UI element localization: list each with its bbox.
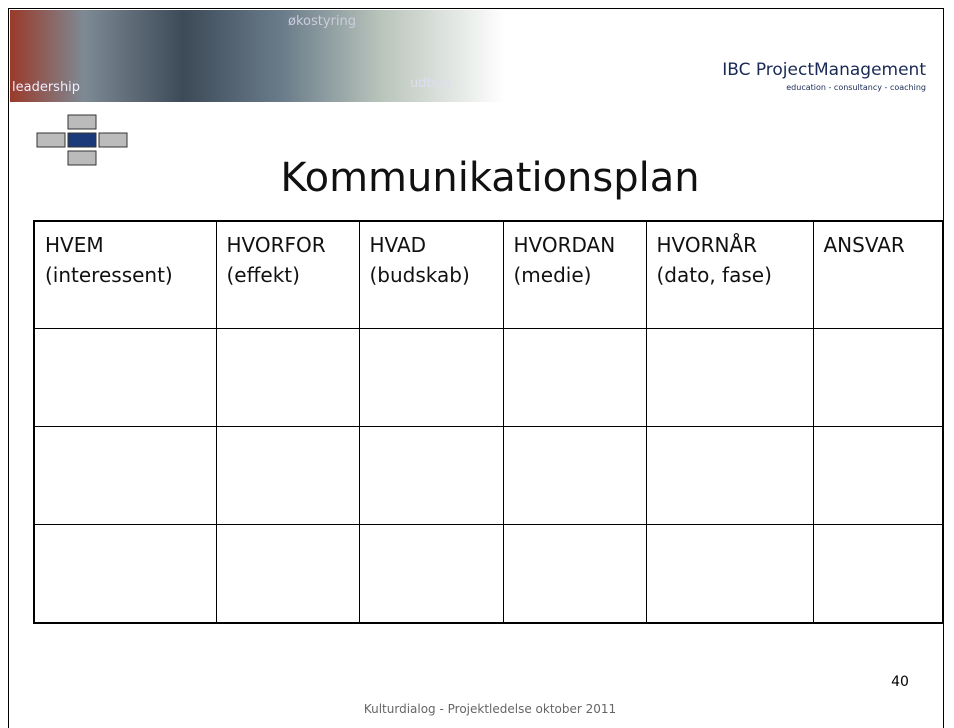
empty-cell	[812, 425, 944, 525]
header-row: HVEM (interessent) HVORFOR (effekt) HVAD (bud…	[33, 220, 944, 329]
header-collage: leadership udbud økostyring	[10, 10, 505, 102]
collage-word: udbud	[410, 76, 452, 91]
table-row	[33, 327, 944, 427]
empty-cell	[645, 523, 814, 624]
header-cell: HVEM (interessent)	[33, 220, 217, 329]
empty-cell	[502, 327, 647, 427]
header-line: HVORFOR	[226, 233, 326, 257]
empty-cell	[502, 425, 647, 525]
empty-cell	[33, 523, 217, 624]
empty-cell	[812, 327, 944, 427]
empty-cell	[358, 425, 504, 525]
empty-cell	[358, 523, 504, 624]
footer: Kulturdialog - Projektledelse oktober 20…	[363, 702, 617, 716]
logo: IBC ProjectManagement	[722, 60, 926, 80]
tagline: education - consultancy - coaching	[786, 83, 926, 92]
empty-cell	[645, 425, 814, 525]
table-row	[33, 425, 944, 525]
slide-title: Kommunikationsplan	[280, 155, 700, 201]
header-line: ANSVAR	[823, 233, 905, 257]
header-line: (medie)	[513, 263, 592, 287]
header-cell: HVORDAN (medie)	[502, 220, 647, 329]
header-cell: ANSVAR	[812, 220, 944, 329]
header-line: HVEM	[45, 233, 104, 257]
header-line: (effekt)	[226, 263, 300, 287]
header-cell: HVORNÅR (dato, fase)	[645, 220, 814, 329]
cross-icon	[36, 114, 128, 166]
table-row	[33, 523, 944, 624]
header-line: HVORNÅR	[656, 233, 758, 257]
header-line: HVORDAN	[513, 233, 616, 257]
empty-cell	[215, 327, 360, 427]
header-line: (dato, fase)	[656, 263, 772, 287]
plan-table: HVEM (interessent) HVORFOR (effekt) HVAD (bud…	[33, 220, 944, 624]
header-line: (budskab)	[369, 263, 470, 287]
header-cell: HVAD (budskab)	[358, 220, 504, 329]
empty-cell	[215, 523, 360, 624]
empty-cell	[33, 425, 217, 525]
page-number: 40	[891, 674, 909, 690]
collage-word: leadership	[12, 80, 81, 95]
collage-word: økostyring	[288, 14, 356, 29]
header-line: (interessent)	[45, 263, 173, 287]
empty-cell	[502, 523, 647, 624]
empty-cell	[812, 523, 944, 624]
header-cell: HVORFOR (effekt)	[215, 220, 360, 329]
empty-cell	[645, 327, 814, 427]
empty-cell	[358, 327, 504, 427]
header-line: HVAD	[369, 233, 427, 257]
empty-cell	[33, 327, 217, 427]
empty-cell	[215, 425, 360, 525]
